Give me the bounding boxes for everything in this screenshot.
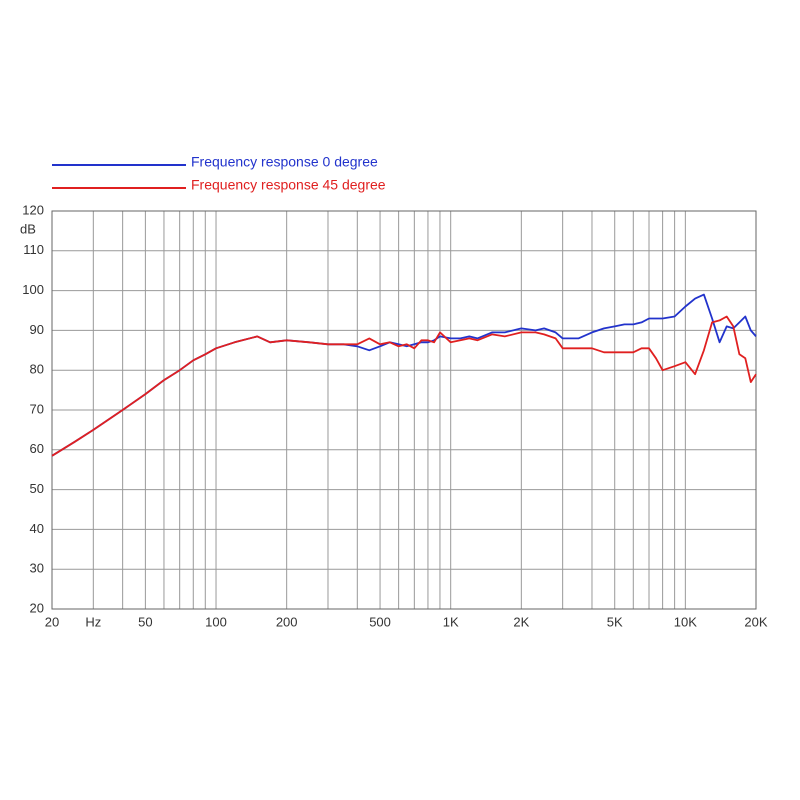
y-tick-label: 120	[22, 202, 44, 217]
y-tick-label: 70	[30, 401, 44, 416]
x-tick-label: 50	[138, 614, 152, 629]
y-tick-label: 50	[30, 481, 44, 496]
y-tick-label: 20	[30, 600, 44, 615]
x-tick-label: Hz	[85, 614, 101, 629]
y-tick-label: 90	[30, 322, 44, 337]
y-tick-label: 60	[30, 441, 44, 456]
y-tick-label: 100	[22, 282, 44, 297]
x-tick-label: 500	[369, 614, 391, 629]
x-tick-label: 5K	[607, 614, 623, 629]
data-line	[51, 315, 757, 457]
plot-frame	[51, 210, 757, 610]
y-tick-label: 110	[23, 242, 44, 257]
y-tick-label: 80	[30, 362, 44, 377]
x-tick-label: 20K	[744, 614, 767, 629]
x-tick-label: 2K	[513, 614, 529, 629]
legend-label: Frequency response 45 degree	[191, 177, 386, 193]
y-axis-label: dB	[20, 221, 36, 236]
x-tick-label: 1K	[443, 614, 459, 629]
legend-label: Frequency response 0 degree	[191, 154, 378, 170]
data-line	[51, 293, 757, 457]
x-tick-label: 200	[276, 614, 298, 629]
x-tick-label: 20	[45, 614, 59, 629]
x-tick-label: 100	[205, 614, 227, 629]
y-tick-label: 40	[30, 521, 44, 536]
y-tick-label: 30	[30, 561, 44, 576]
x-tick-label: 10K	[674, 614, 697, 629]
